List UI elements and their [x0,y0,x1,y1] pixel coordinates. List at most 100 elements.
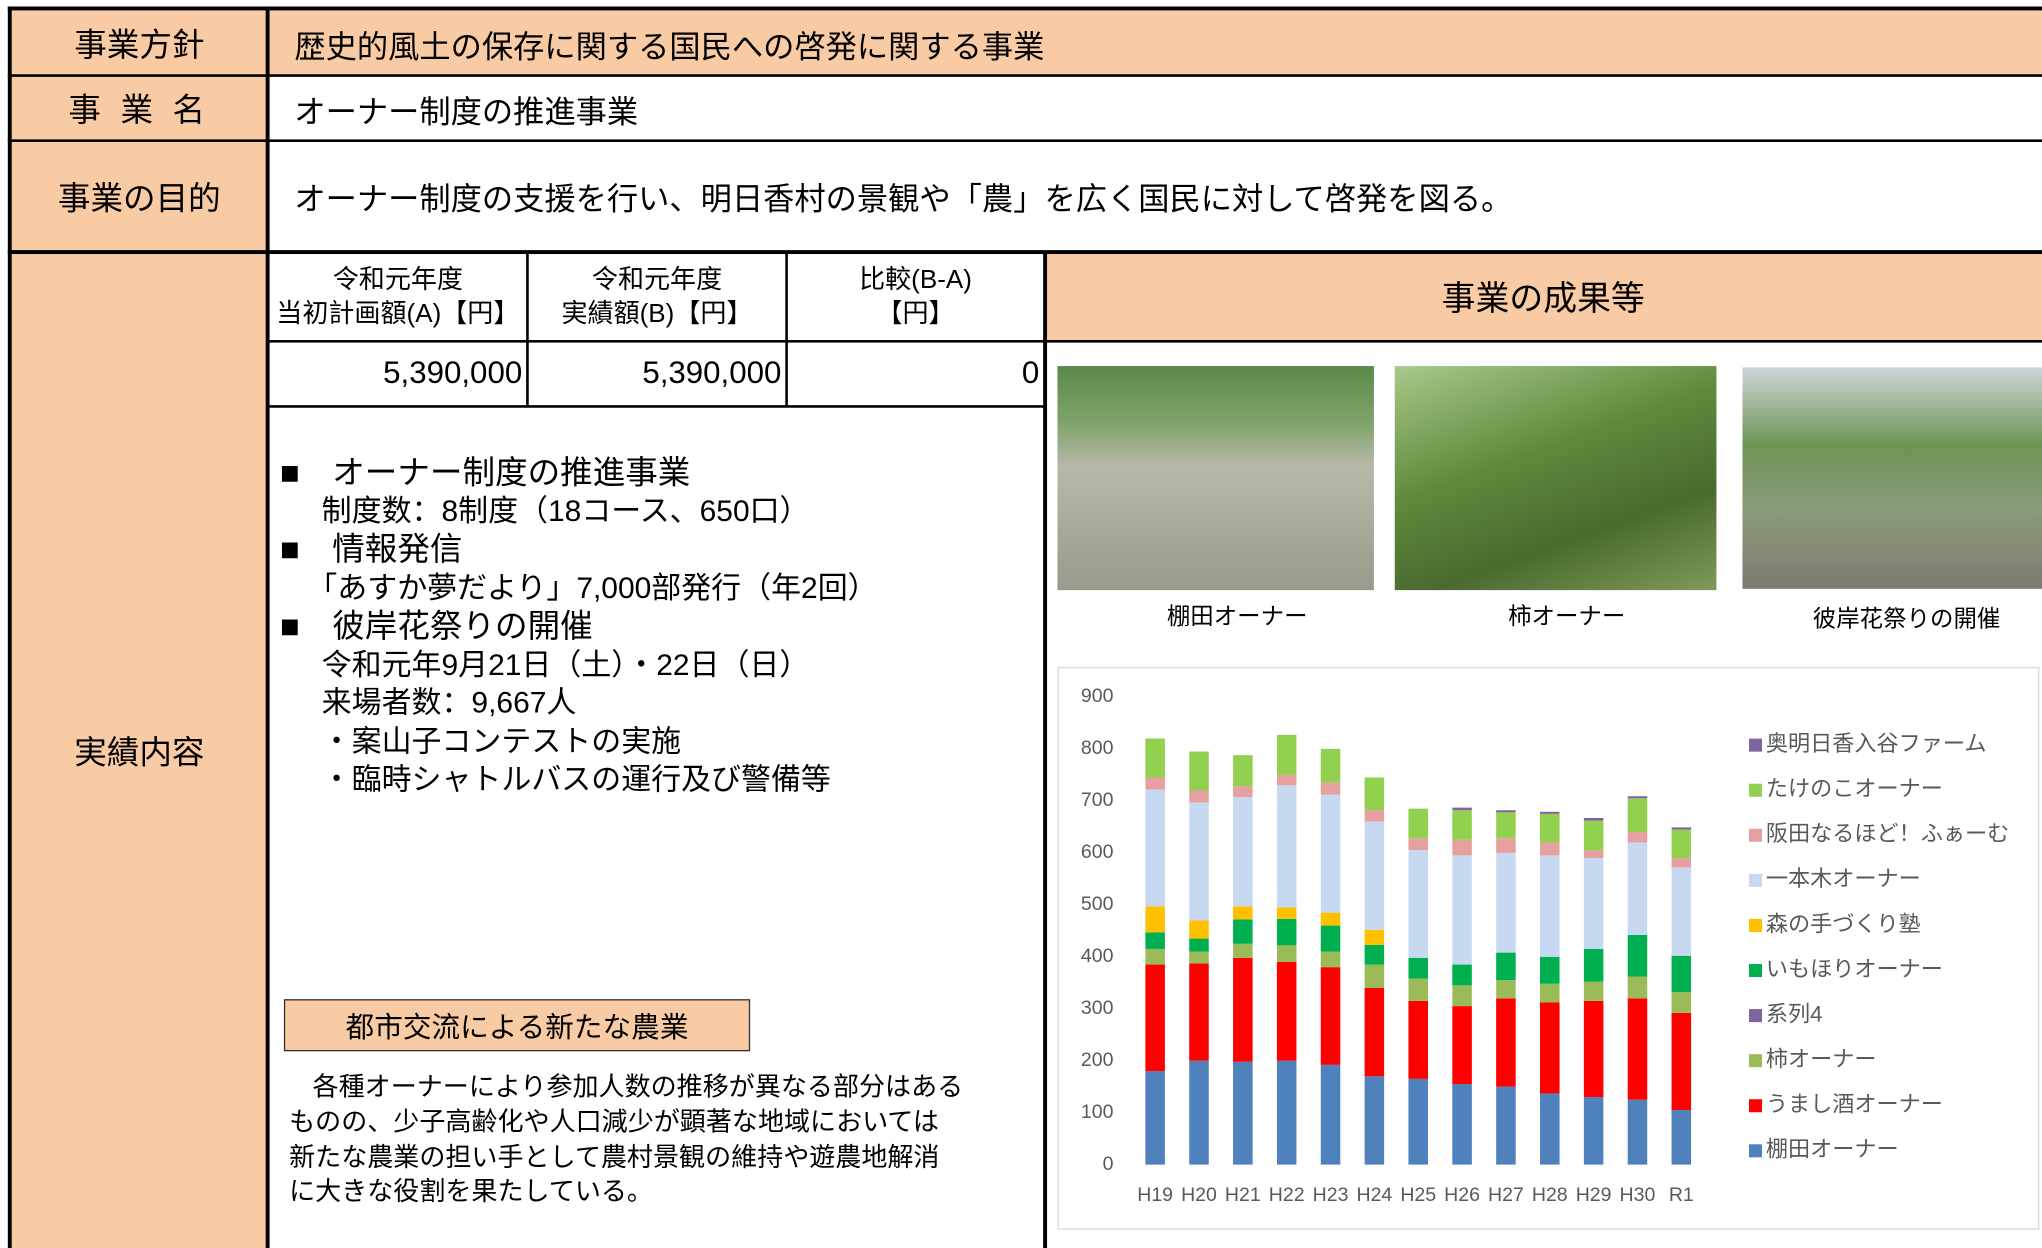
bar-segment [1233,958,1253,1062]
x-tick-label: H29 [1576,1184,1612,1206]
y-tick-label: 300 [1081,997,1114,1019]
bar-segment [1233,786,1253,797]
header-line: 令和元年度 [592,262,722,296]
header-line: 令和元年度 [333,262,463,296]
bar-segment [1452,1006,1472,1084]
bar-segment [1452,985,1472,1006]
bar-segment [1277,1061,1297,1165]
budget-value: 5,390,000 [268,341,527,406]
bar-segment [1145,777,1165,789]
page: {"table":{"rows":[ {"label":"事業方針","valu… [0,0,2042,1248]
legend-swatch [1749,874,1762,887]
bar-segment [1233,944,1253,958]
row-value: オーナー制度の推進事業 [268,76,2042,141]
row-value: オーナー制度の支援を行い、明日香村の景観や「農」を広く国民に対して啓発を図る。 [268,141,2042,252]
bar-segment [1672,867,1692,955]
summary-line: ものの、少子高齢化や人口減少が顕著な地域においては [289,1101,939,1139]
bar-segment [1452,965,1472,986]
bar-segment [1145,965,1165,1072]
bar-segment [1408,850,1428,958]
budget-header: 令和元年度当初計画額(A)【円】 [268,251,527,341]
legend-swatch [1749,784,1762,797]
bar-segment [1496,812,1516,838]
summary-line: 新たな農業の担い手として農村景観の維持や遊農地解消 [289,1136,939,1174]
bar-segment [1145,932,1165,949]
bar-segment [1233,755,1253,786]
summary-line: に大きな役割を果たしている。 [289,1170,653,1208]
bar-segment [1584,949,1604,982]
bar-segment [1540,855,1560,956]
border [268,405,1044,408]
bar-segment [1365,777,1385,810]
bar-segment [1145,949,1165,965]
bar-segment [1277,775,1297,785]
legend-label: 奥明日香入谷ファーム [1766,731,1987,756]
content-line: ・臨時シャトルバスの運行及び警備等 [322,754,831,798]
bar-segment [1540,812,1560,814]
row-label: 事業の目的 [10,141,268,252]
bar-segment [1496,838,1516,853]
legend-swatch [1749,919,1762,932]
x-tick-label: H25 [1400,1184,1436,1206]
bar-segment [1628,1100,1648,1165]
y-tick-label: 200 [1081,1049,1114,1071]
bar-segment [1584,1097,1604,1165]
bar-segment [1584,850,1604,858]
bar-segment [1408,809,1428,839]
bar-segment [1540,1093,1560,1164]
bar-segment [1584,821,1604,851]
bar-segment [1365,1076,1385,1164]
bar-segment [1672,829,1692,858]
bar-segment [1628,977,1648,999]
bar-segment [1496,998,1516,1086]
bar-segment [1145,906,1165,932]
legend-label: 阪田なるほど！ふぁーむ [1766,821,2009,846]
bar-segment [1628,798,1648,832]
bar-segment [1189,920,1209,938]
border [266,7,270,1248]
bar-segment [1672,956,1692,992]
legend-label: いもほりオーナー [1766,956,1943,981]
bar-segment [1365,945,1385,965]
results-title: 事業の成果等 [1044,251,2042,341]
border [1043,251,1047,1248]
bar-segment [1189,939,1209,952]
bar-segment [1321,795,1341,913]
bar-segment [1277,919,1297,946]
x-tick-label: H28 [1532,1184,1568,1206]
bar-segment [1496,1087,1516,1165]
document: 事業方針 事 業 名 事業の目的 実績内容 歴史的風土の保存に関する国民への啓発… [0,0,2042,1248]
bar-segment [1277,945,1297,962]
bar-segment [1277,735,1297,775]
bar-segment [1365,965,1385,988]
bar-segment [1365,930,1385,945]
bar-segment [1277,962,1297,1061]
legend-swatch [1749,1054,1762,1067]
bar-segment [1408,958,1428,979]
bar-segment [1189,752,1209,791]
border [526,251,529,406]
bar-segment [1321,783,1341,795]
bar-segment [1189,952,1209,964]
bar-segment [1321,1065,1341,1165]
y-tick-label: 600 [1081,841,1114,863]
bar-segment [1452,810,1472,840]
y-tick-label: 500 [1081,893,1114,915]
bar-segment [1540,814,1560,843]
row-value: 歴史的風土の保存に関する国民への啓発に関する事業 [268,10,2042,75]
x-tick-label: H30 [1620,1184,1656,1206]
bar-segment [1540,984,1560,1003]
border [8,74,2042,77]
budget-header: 比較(B-A)【円】 [787,251,1045,341]
bar-segment [1672,1110,1692,1165]
photo-caption: 彼岸花祭りの開催 [1784,601,2029,635]
bar-segment [1628,998,1648,1099]
bar-segment [1584,858,1604,949]
y-tick-label: 0 [1103,1153,1114,1175]
legend-label: 一本木オーナー [1766,866,1921,891]
row-label: 事 業 名 [10,76,268,141]
legend-swatch [1749,1099,1762,1112]
x-tick-label: H26 [1444,1184,1480,1206]
y-tick-label: 900 [1081,685,1114,707]
row-label: 事業方針 [10,10,268,75]
